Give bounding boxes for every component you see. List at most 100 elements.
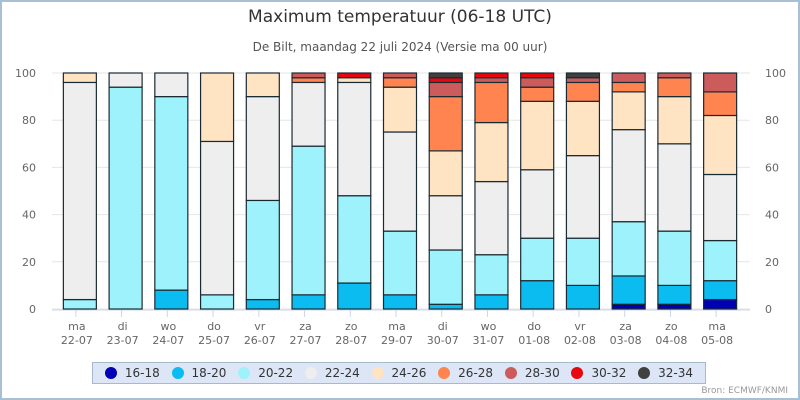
y-tick-label-left: 100 xyxy=(15,67,36,80)
legend-marker-icon xyxy=(304,367,317,379)
x-tick-label-date: 29-07 xyxy=(381,334,413,347)
bar-segment-26-28 xyxy=(657,77,692,98)
bar-segment-28-30 xyxy=(291,72,326,79)
x-tick-label-date: 31-07 xyxy=(472,334,504,347)
bar-segment-20-22 xyxy=(245,199,280,301)
bar-segment-28-30 xyxy=(382,72,418,79)
bar-segment-30-32 xyxy=(337,72,372,79)
bar-segment-24-26 xyxy=(657,95,692,145)
legend-marker-icon xyxy=(638,367,651,379)
x-tick-label-day: vr xyxy=(254,320,266,333)
bar-segment-24-26 xyxy=(703,114,738,176)
x-tick-label-date: 24-07 xyxy=(152,334,184,347)
x-tick-label-date: 05-08 xyxy=(701,334,733,347)
legend-item-26-28[interactable]: 26-28 xyxy=(438,366,493,380)
legend-label: 16-18 xyxy=(124,366,160,380)
x-tick-label-date: 22-07 xyxy=(61,334,93,347)
bar-segment-24-26 xyxy=(382,86,418,133)
legend-item-24-26[interactable]: 24-26 xyxy=(371,366,427,380)
y-tick-label-right: 20 xyxy=(765,256,779,269)
legend-label: 24-26 xyxy=(391,366,427,380)
x-tick-label-date: 23-07 xyxy=(107,334,139,347)
legend-item-20-22[interactable]: 20-22 xyxy=(238,366,293,380)
y-tick-label-left: 40 xyxy=(22,209,36,222)
x-tick-label-day: ma xyxy=(68,320,85,333)
bar-segment-24-26 xyxy=(62,72,97,84)
bar-segment-20-22 xyxy=(199,294,235,310)
bar-segment-16-18 xyxy=(657,303,692,310)
bar-segment-32-34 xyxy=(565,72,601,79)
x-tick-label-day: vr xyxy=(574,320,586,333)
legend-item-32-34[interactable]: 32-34 xyxy=(638,366,693,380)
bar-segment-24-26 xyxy=(199,72,235,143)
chart-subtitle: De Bilt, maandag 22 juli 2024 (Versie ma… xyxy=(252,40,548,54)
bar-segment-20-22 xyxy=(154,95,189,291)
x-tick-label-day: do xyxy=(207,320,221,333)
legend-label: 32-34 xyxy=(658,366,694,380)
y-tick-label-left: 20 xyxy=(22,256,36,269)
legend-item-16-18[interactable]: 16-18 xyxy=(104,366,160,380)
x-tick-label-day: za xyxy=(619,320,632,333)
bar-segment-20-22 xyxy=(382,230,418,296)
legend-marker-icon xyxy=(371,367,384,379)
x-tick-label-date: 28-07 xyxy=(335,334,367,347)
bar-segment-26-28 xyxy=(428,95,463,152)
bar-segment-24-26 xyxy=(428,150,463,197)
legend-marker-icon xyxy=(171,367,184,379)
bar-segment-28-30 xyxy=(428,81,463,98)
legend-marker-icon xyxy=(104,367,117,379)
bar-segment-24-26 xyxy=(337,77,372,84)
bar-segment-30-32 xyxy=(474,72,509,79)
bar-segment-28-30 xyxy=(657,72,692,79)
bar-segment-26-28 xyxy=(382,77,418,88)
y-tick-label-right: 100 xyxy=(765,67,786,80)
bar-segment-18-20 xyxy=(382,294,418,310)
legend-marker-icon xyxy=(571,367,584,379)
bar-segment-18-20 xyxy=(428,303,463,310)
bar-segment-18-20 xyxy=(337,282,372,310)
x-tick-label-day: wo xyxy=(160,320,176,333)
bar-segment-32-34 xyxy=(428,72,463,79)
y-tick-label-right: 60 xyxy=(765,161,779,174)
legend-marker-icon xyxy=(504,367,517,379)
bar-segment-18-20 xyxy=(245,298,280,310)
bar-segment-20-22 xyxy=(657,230,692,286)
bar-segment-18-20 xyxy=(154,289,189,310)
legend-item-22-24[interactable]: 22-24 xyxy=(304,366,360,380)
x-tick-label-date: 25-07 xyxy=(198,334,230,347)
legend-label: 20-22 xyxy=(258,366,294,380)
legend-label: 28-30 xyxy=(524,366,560,380)
bar-segment-22-24 xyxy=(62,81,97,301)
bar-segment-22-24 xyxy=(245,95,280,202)
bar-segment-22-24 xyxy=(657,143,692,232)
legend-item-18-20[interactable]: 18-20 xyxy=(171,366,227,380)
bar-segment-18-20 xyxy=(611,275,646,305)
x-tick-label-day: zo xyxy=(345,320,358,333)
y-tick-label-right: 0 xyxy=(765,303,772,316)
bar-segment-20-22 xyxy=(337,195,372,284)
x-tick-label-day: wo xyxy=(481,320,497,333)
x-tick-label-date: 04-08 xyxy=(655,334,687,347)
bar-segment-26-28 xyxy=(565,81,601,102)
x-tick-label-day: zo xyxy=(665,320,678,333)
bar-segment-22-24 xyxy=(565,155,601,239)
legend-item-30-32[interactable]: 30-32 xyxy=(571,366,626,380)
chart-title: Maximum temperatuur (06-18 UTC) xyxy=(248,7,552,27)
bar-segment-16-18 xyxy=(611,303,646,310)
x-tick-label-date: 26-07 xyxy=(244,334,276,347)
bar-segment-28-30 xyxy=(703,72,738,93)
legend-label: 18-20 xyxy=(191,366,227,380)
y-tick-label-left: 80 xyxy=(22,114,36,127)
legend-label: 30-32 xyxy=(591,366,627,380)
bar-segment-20-22 xyxy=(291,145,326,296)
source-credit: Bron: ECMWF/KNMI xyxy=(701,386,788,396)
y-tick-label-left: 0 xyxy=(29,303,36,316)
bar-segment-16-18 xyxy=(703,298,738,310)
bar-segment-22-24 xyxy=(337,81,372,197)
legend-item-28-30[interactable]: 28-30 xyxy=(504,366,560,380)
x-tick-label-day: ma xyxy=(708,320,725,333)
chart-legend: 16-18 18-20 20-22 22-24 24-26 26-28 28-30 30-32… xyxy=(92,362,706,384)
bar-segment-22-24 xyxy=(474,180,509,256)
bar-segment-26-28 xyxy=(474,81,509,124)
